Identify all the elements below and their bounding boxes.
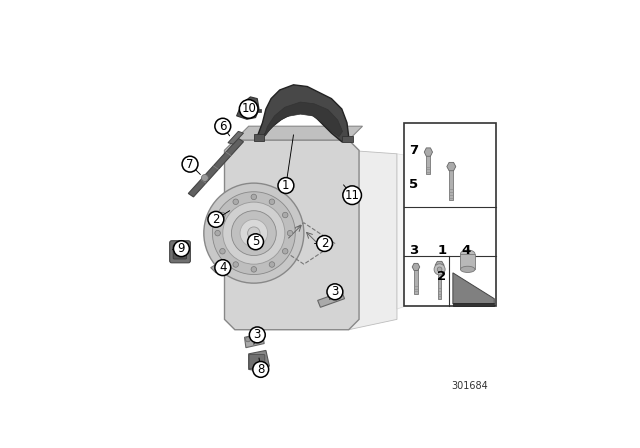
Ellipse shape [460,266,475,272]
Text: 2: 2 [212,213,220,226]
Bar [438,266,442,299]
Text: 3: 3 [332,285,339,298]
Circle shape [278,177,294,194]
Circle shape [327,284,343,300]
Circle shape [215,260,231,276]
Polygon shape [397,154,418,309]
Circle shape [437,267,442,272]
Polygon shape [188,138,243,197]
Circle shape [259,335,263,340]
Polygon shape [237,97,259,119]
Polygon shape [244,333,264,348]
Circle shape [253,362,269,377]
Polygon shape [264,102,342,137]
Text: 4: 4 [461,244,470,257]
Text: 8: 8 [257,363,264,376]
Text: 7: 7 [409,144,418,157]
Ellipse shape [460,250,475,258]
FancyBboxPatch shape [170,241,190,263]
Text: 3: 3 [253,328,261,341]
Circle shape [220,249,225,254]
Bar [342,135,353,142]
FancyBboxPatch shape [249,354,265,369]
Text: 5: 5 [409,178,418,191]
Circle shape [248,227,260,239]
Circle shape [233,199,239,205]
Polygon shape [435,261,444,269]
Circle shape [182,156,198,172]
Polygon shape [235,126,362,140]
Circle shape [208,211,224,227]
Text: 1: 1 [282,179,290,192]
Bar [254,134,264,142]
Circle shape [215,230,220,236]
Circle shape [239,99,258,118]
Polygon shape [317,292,344,307]
Circle shape [232,211,276,255]
Polygon shape [226,198,249,218]
Polygon shape [228,131,243,144]
Polygon shape [453,273,494,304]
Polygon shape [349,151,397,330]
Circle shape [202,175,208,181]
Polygon shape [412,263,420,271]
Circle shape [251,267,257,272]
Circle shape [269,262,275,267]
FancyBboxPatch shape [173,245,187,259]
Polygon shape [249,350,269,372]
Bar [414,267,418,293]
Circle shape [343,186,362,204]
Circle shape [220,212,225,218]
Circle shape [317,236,333,251]
Circle shape [246,337,250,342]
Text: 2: 2 [321,237,328,250]
Circle shape [269,199,275,205]
Circle shape [250,327,265,343]
Circle shape [233,262,239,267]
Circle shape [287,230,293,236]
Circle shape [240,220,268,247]
Text: 4: 4 [219,261,227,274]
Text: 301684: 301684 [452,381,488,391]
Text: 11: 11 [345,189,360,202]
Text: 3: 3 [408,244,418,257]
Circle shape [251,194,257,200]
Text: 6: 6 [219,120,227,133]
Circle shape [173,241,189,257]
Polygon shape [447,162,456,171]
Polygon shape [225,140,359,330]
Circle shape [434,264,445,275]
Bar [460,254,475,269]
Circle shape [282,249,288,254]
Bar [404,123,497,306]
Circle shape [204,183,304,283]
Text: 5: 5 [252,235,259,248]
Circle shape [282,212,288,218]
Circle shape [212,192,295,275]
Text: 1: 1 [437,244,446,257]
Text: 2: 2 [437,270,446,283]
Text: 9: 9 [178,242,185,255]
Bar [426,154,431,174]
Polygon shape [211,257,232,273]
Circle shape [248,234,264,250]
Circle shape [215,118,231,134]
Circle shape [223,202,285,264]
Text: 7: 7 [186,158,194,171]
Bar [449,168,453,200]
Text: 10: 10 [241,103,256,116]
Polygon shape [257,85,349,142]
Bar [453,303,494,306]
Polygon shape [257,109,260,112]
Polygon shape [424,148,433,156]
